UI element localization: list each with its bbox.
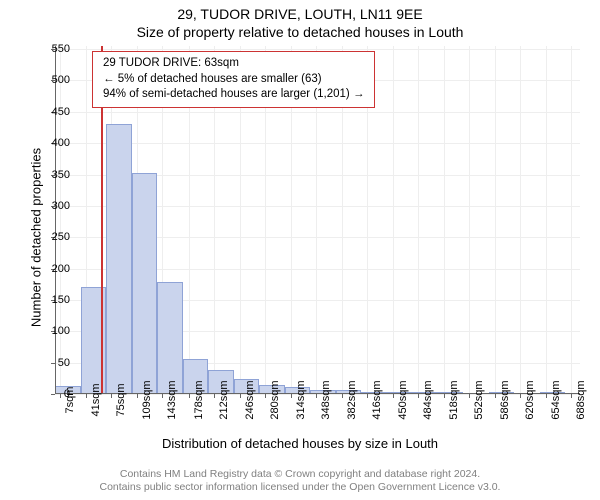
y-tick-label: 250	[34, 231, 70, 243]
x-tick-label: 212sqm	[218, 380, 230, 419]
y-tick-label: 350	[34, 169, 70, 181]
histogram-bar	[157, 282, 183, 394]
footer-attribution: Contains HM Land Registry data © Crown c…	[0, 468, 600, 494]
x-tick-mark	[571, 394, 572, 398]
x-tick-label: 75sqm	[115, 383, 127, 416]
grid-line-v	[546, 46, 547, 394]
chart-container: 29, TUDOR DRIVE, LOUTH, LN11 9EE Size of…	[0, 0, 600, 500]
x-tick-mark	[546, 394, 547, 398]
x-tick-label: 280sqm	[269, 380, 281, 419]
x-tick-label: 586sqm	[499, 380, 511, 419]
grid-line-h	[55, 143, 580, 144]
x-tick-mark	[316, 394, 317, 398]
x-tick-label: 620sqm	[524, 380, 536, 419]
x-tick-mark	[393, 394, 394, 398]
x-tick-mark	[469, 394, 470, 398]
grid-line-h	[55, 112, 580, 113]
footer-line-1: Contains HM Land Registry data © Crown c…	[0, 468, 600, 481]
y-tick-label: 450	[34, 106, 70, 118]
grid-line-v	[469, 46, 470, 394]
y-tick-label: 50	[34, 357, 70, 369]
x-tick-mark	[444, 394, 445, 398]
y-tick-label: 150	[34, 294, 70, 306]
grid-line-v	[571, 46, 572, 394]
x-tick-label: 382sqm	[346, 380, 358, 419]
y-tick-label: 200	[34, 263, 70, 275]
grid-line-v	[495, 46, 496, 394]
x-tick-label: 654sqm	[550, 380, 562, 419]
x-tick-mark	[162, 394, 163, 398]
x-tick-mark	[342, 394, 343, 398]
grid-line-v	[444, 46, 445, 394]
x-tick-label: 348sqm	[320, 380, 332, 419]
grid-line-v	[418, 46, 419, 394]
x-tick-label: 109sqm	[141, 380, 153, 419]
x-tick-mark	[265, 394, 266, 398]
x-axis-label: Distribution of detached houses by size …	[0, 436, 600, 451]
x-tick-label: 178sqm	[193, 380, 205, 419]
legend-line-2: ← 5% of detached houses are smaller (63)	[103, 72, 364, 88]
chart-title-line1: 29, TUDOR DRIVE, LOUTH, LN11 9EE	[0, 6, 600, 22]
y-tick-label: 300	[34, 200, 70, 212]
legend-line-3: 94% of semi-detached houses are larger (…	[103, 87, 364, 103]
x-tick-label: 246sqm	[244, 380, 256, 419]
x-tick-label: 41sqm	[90, 383, 102, 416]
histogram-bar	[106, 124, 132, 394]
x-tick-label: 450sqm	[397, 380, 409, 419]
x-tick-mark	[495, 394, 496, 398]
grid-line-v	[393, 46, 394, 394]
x-tick-label: 484sqm	[422, 380, 434, 419]
x-tick-label: 688sqm	[575, 380, 587, 419]
x-tick-mark	[240, 394, 241, 398]
histogram-bar	[132, 173, 158, 394]
x-tick-mark	[367, 394, 368, 398]
x-tick-mark	[137, 394, 138, 398]
x-tick-mark	[111, 394, 112, 398]
grid-line-v	[60, 46, 61, 394]
y-tick-label: 550	[34, 43, 70, 55]
legend-line-1: 29 TUDOR DRIVE: 63sqm	[103, 56, 364, 72]
x-tick-mark	[189, 394, 190, 398]
y-tick-label: 0	[34, 388, 70, 400]
grid-line-h	[55, 49, 580, 50]
footer-line-2: Contains public sector information licen…	[0, 481, 600, 494]
x-tick-mark	[86, 394, 87, 398]
grid-line-v	[520, 46, 521, 394]
chart-title-line2: Size of property relative to detached ho…	[0, 24, 600, 40]
y-tick-label: 100	[34, 325, 70, 337]
y-tick-label: 500	[34, 74, 70, 86]
x-tick-mark	[520, 394, 521, 398]
x-tick-label: 518sqm	[448, 380, 460, 419]
y-tick-label: 400	[34, 137, 70, 149]
x-tick-label: 552sqm	[473, 380, 485, 419]
x-tick-mark	[214, 394, 215, 398]
x-tick-label: 143sqm	[166, 380, 178, 419]
y-axis-line	[55, 46, 56, 394]
legend-box: 29 TUDOR DRIVE: 63sqm ← 5% of detached h…	[92, 51, 375, 108]
x-tick-label: 314sqm	[295, 380, 307, 419]
x-tick-mark	[418, 394, 419, 398]
x-tick-label: 416sqm	[371, 380, 383, 419]
x-tick-mark	[291, 394, 292, 398]
